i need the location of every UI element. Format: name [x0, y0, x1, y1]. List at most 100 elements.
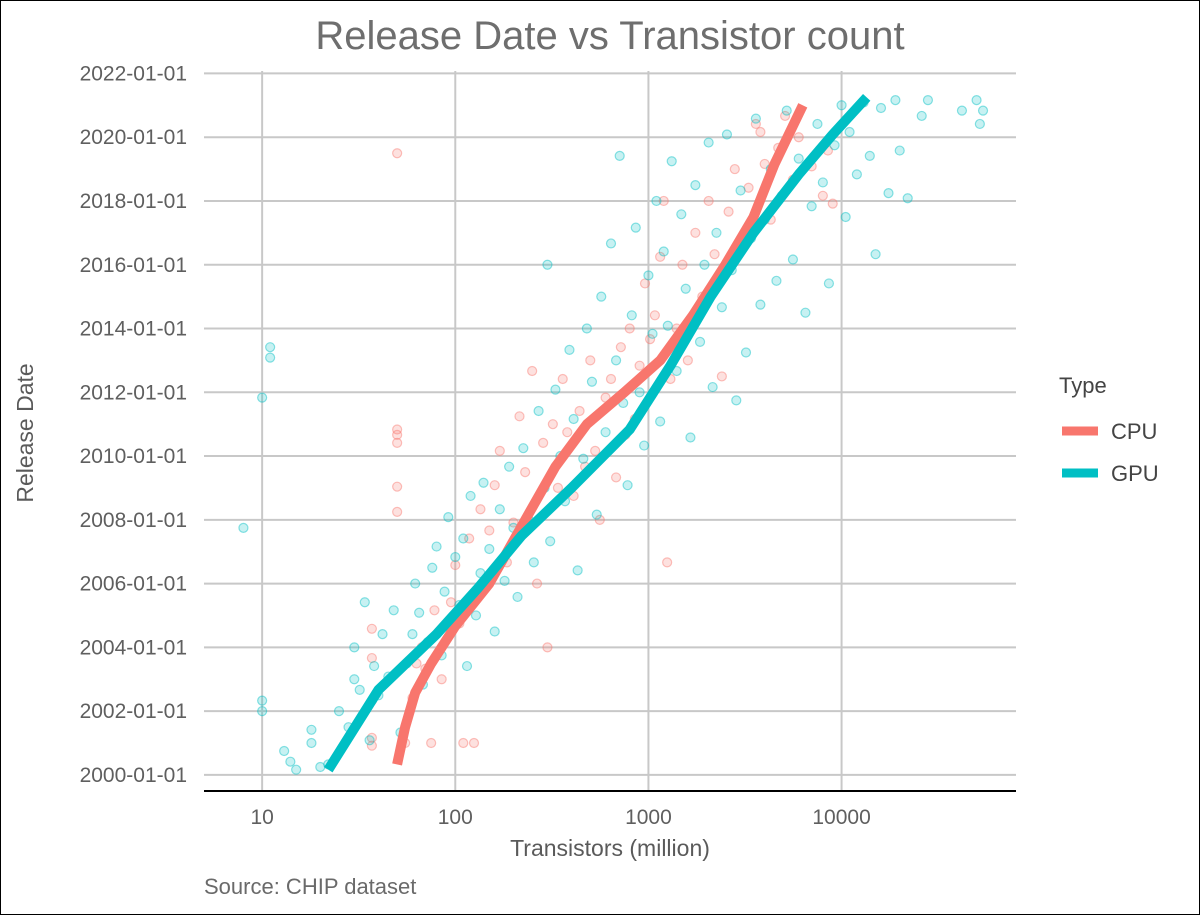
point-gpu: [685, 432, 696, 443]
point-gpu: [349, 642, 360, 653]
point-gpu: [614, 150, 625, 162]
point-gpu: [634, 387, 645, 398]
point-gpu: [333, 706, 345, 717]
point-gpu: [800, 307, 811, 318]
point-gpu: [407, 629, 418, 640]
point-gpu: [427, 562, 438, 573]
point-gpu: [600, 427, 611, 438]
point-cpu: [392, 429, 403, 440]
point-cpu: [366, 740, 377, 751]
point-gpu: [461, 660, 473, 672]
point-cpu: [542, 642, 553, 653]
trend-line-gpu: [324, 94, 871, 773]
point-cpu: [605, 373, 617, 385]
point-gpu: [971, 95, 982, 106]
point-gpu: [721, 129, 733, 140]
legend-title: Type: [1059, 373, 1107, 398]
point-gpu: [851, 169, 862, 180]
point-gpu: [690, 180, 701, 191]
point-gpu: [354, 684, 365, 696]
point-gpu: [518, 443, 529, 454]
point-cpu: [458, 737, 469, 749]
point-cpu: [547, 419, 558, 430]
point-gpu: [306, 737, 317, 749]
point-gpu: [504, 461, 515, 472]
point-cpu: [594, 514, 605, 525]
point-cpu: [690, 227, 701, 238]
point-cpu: [445, 597, 457, 608]
point-gpu: [572, 565, 583, 576]
point-gpu: [568, 413, 579, 425]
legend: Type CPU GPU: [1059, 373, 1159, 486]
point-gpu: [610, 355, 622, 366]
point-gpu: [364, 735, 375, 746]
y-tick-label: 2002-01-01: [80, 700, 187, 723]
point-cpu: [562, 427, 573, 438]
point-cpu: [538, 437, 549, 448]
point-cpu: [366, 652, 377, 664]
point-gpu: [450, 551, 461, 563]
point-gpu: [533, 405, 544, 417]
point-cpu: [436, 674, 447, 685]
point-gpu: [578, 453, 589, 464]
point-gpu: [755, 299, 766, 310]
point-gpu: [883, 187, 894, 199]
point-cpu: [450, 559, 461, 571]
point-cpu: [743, 182, 754, 193]
point-gpu: [823, 278, 835, 289]
y-tick-label: 2004-01-01: [80, 636, 187, 659]
point-gpu: [626, 310, 637, 321]
legend-label-cpu: CPU: [1111, 419, 1157, 444]
y-tick-label: 2018-01-01: [80, 190, 187, 213]
point-gpu: [564, 344, 575, 355]
point-gpu: [545, 536, 556, 547]
point-gpu: [494, 504, 505, 515]
point-gpu: [771, 275, 782, 286]
point-cpu: [658, 195, 669, 207]
point-gpu: [974, 118, 985, 130]
chart-caption: Source: CHIP dataset: [204, 874, 416, 899]
y-tick-label: 2000-01-01: [80, 764, 187, 787]
point-gpu: [658, 246, 669, 257]
point-gpu: [265, 342, 276, 353]
point-cpu: [716, 371, 727, 382]
point-gpu: [478, 477, 489, 488]
point-gpu: [676, 209, 687, 220]
point-gpu: [864, 150, 875, 162]
point-gpu: [735, 185, 746, 196]
point-gpu: [581, 323, 592, 334]
point-gpu: [787, 254, 799, 265]
point-gpu: [414, 607, 425, 618]
point-gpu: [707, 381, 718, 393]
point-gpu: [484, 543, 495, 555]
point-cpu: [552, 482, 564, 493]
point-gpu: [716, 302, 727, 313]
point-gpu: [489, 626, 500, 637]
point-gpu: [781, 105, 792, 116]
y-axis-ticks: 2000-01-01 2002-01-01 2004-01-01 2006-01-01…: [80, 62, 187, 787]
trend-line-cpu: [392, 103, 808, 766]
point-cpu: [755, 126, 766, 138]
point-gpu: [586, 376, 598, 387]
point-cpu: [585, 355, 596, 366]
y-tick-label: 2012-01-01: [80, 381, 187, 404]
point-cpu: [634, 360, 645, 371]
point-gpu: [666, 156, 677, 167]
point-gpu: [439, 586, 450, 597]
y-tick-label: 2008-01-01: [80, 509, 187, 532]
point-cpu: [624, 323, 635, 334]
point-cpu: [574, 405, 585, 417]
point-cpu: [484, 525, 495, 536]
point-gpu: [840, 211, 851, 223]
point-gpu: [359, 597, 370, 608]
point-cpu: [723, 206, 734, 217]
point-cpu: [557, 373, 568, 385]
point-gpu: [257, 695, 268, 706]
point-cpu: [468, 737, 480, 749]
point-gpu: [793, 153, 804, 164]
point-cpu: [817, 190, 828, 201]
point-gpu: [806, 201, 817, 212]
point-gpu: [349, 674, 360, 685]
point-gpu: [388, 605, 399, 616]
